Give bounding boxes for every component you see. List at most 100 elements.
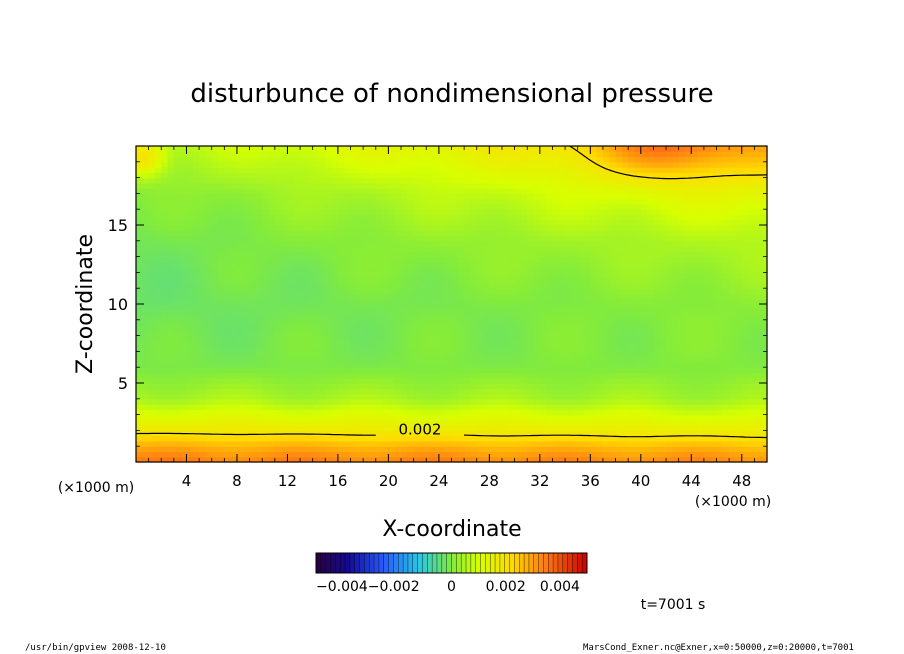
field-cell [136, 203, 143, 210]
field-cell [489, 298, 497, 305]
field-cell [653, 256, 661, 263]
field-cell [394, 435, 402, 442]
field-cell [520, 361, 528, 368]
field-cell [369, 267, 377, 273]
field-cell [281, 246, 289, 252]
field-cell [218, 288, 225, 295]
field-cell [407, 351, 415, 358]
field-cell [325, 356, 333, 363]
field-cell [438, 182, 446, 189]
field-cell [508, 309, 516, 316]
field-cell [306, 156, 314, 163]
field-cell [590, 151, 598, 158]
field-cell [514, 240, 522, 247]
field-cell [274, 419, 282, 426]
field-cell [584, 425, 591, 431]
field-cell [483, 146, 490, 152]
field-cell [514, 393, 522, 400]
field-cell [224, 288, 232, 295]
field-cell [590, 214, 598, 221]
field-cell [331, 367, 339, 374]
field-cell [382, 272, 389, 279]
field-cell [312, 456, 320, 463]
field-cell [281, 351, 289, 358]
field-cell [167, 146, 175, 152]
field-cell [565, 372, 572, 379]
field-cell [609, 425, 617, 431]
field-cell [388, 172, 396, 179]
field-cell [382, 372, 389, 379]
field-cell [495, 456, 503, 463]
field-cell [457, 377, 465, 384]
field-cell [249, 146, 257, 152]
field-cell [388, 430, 396, 437]
field-cell [527, 319, 535, 326]
field-cell [167, 188, 175, 194]
field-cell [205, 377, 213, 384]
field-cell [653, 346, 661, 352]
field-cell [483, 288, 490, 295]
field-cell [647, 214, 655, 221]
field-cell [148, 261, 156, 268]
field-cell [445, 425, 453, 431]
field-cell [407, 440, 415, 447]
field-cell [590, 182, 598, 189]
field-cell [653, 440, 661, 447]
field-cell [312, 156, 320, 163]
field-cell [142, 172, 150, 179]
field-cell [571, 388, 579, 395]
field-cell [167, 372, 175, 379]
field-cell [243, 367, 251, 374]
field-cell [628, 340, 636, 347]
field-cell [161, 309, 169, 316]
field-cell [602, 330, 610, 337]
field-cell [489, 367, 497, 374]
field-cell [539, 346, 547, 352]
field-cell [293, 246, 301, 252]
field-cell [369, 409, 377, 416]
field-cell [293, 340, 301, 347]
field-cell [546, 319, 554, 326]
field-cell [331, 430, 339, 437]
field-cell [281, 167, 289, 173]
field-cell [514, 225, 522, 231]
field-cell [426, 367, 434, 374]
field-cell [634, 188, 642, 194]
field-cell [401, 456, 408, 463]
field-cell [565, 435, 572, 442]
field-cell [470, 372, 478, 379]
field-cell [495, 267, 503, 273]
field-cell [388, 246, 396, 252]
field-cell [426, 288, 434, 295]
field-cell [419, 456, 427, 463]
field-cell [527, 361, 535, 368]
field-cell [539, 351, 547, 358]
field-cell [401, 146, 408, 152]
field-cell [255, 372, 263, 379]
field-cell [230, 251, 238, 258]
field-cell [136, 383, 143, 389]
field-cell [489, 272, 497, 279]
field-cell [419, 351, 427, 358]
field-cell [432, 456, 440, 463]
field-cell [318, 203, 326, 210]
field-cell [609, 435, 617, 442]
field-cell [180, 361, 188, 368]
field-cell [199, 309, 207, 316]
field-cell [344, 172, 352, 179]
field-cell [640, 367, 648, 374]
field-cell [230, 325, 238, 331]
field-cell [426, 209, 434, 216]
field-cell [281, 330, 289, 337]
field-cell [230, 398, 238, 405]
field-cell [255, 177, 263, 184]
field-cell [501, 230, 509, 237]
field-cell [167, 319, 175, 326]
field-cell [520, 267, 528, 273]
field-cell [602, 167, 610, 173]
field-cell [142, 319, 150, 326]
field-cell [325, 446, 333, 453]
field-cell [419, 251, 427, 258]
field-cell [495, 225, 503, 231]
field-cell [356, 356, 364, 363]
